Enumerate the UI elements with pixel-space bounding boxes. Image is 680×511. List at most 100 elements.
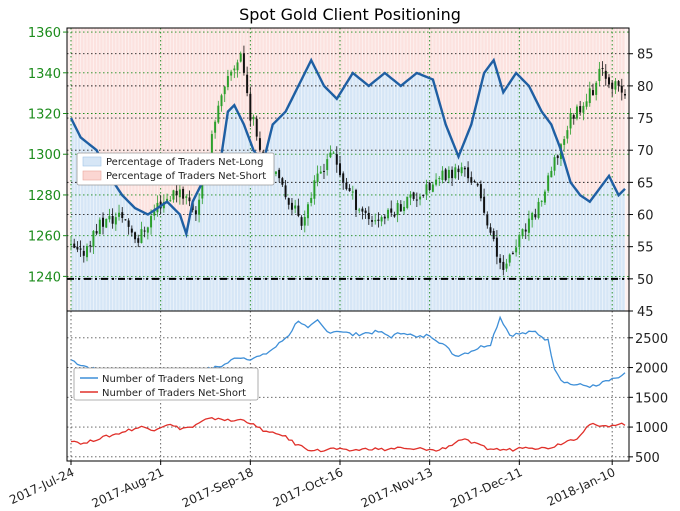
date-tick-label: 2017-Nov-13 <box>359 465 435 510</box>
candle-body <box>124 219 127 221</box>
candle-body <box>172 190 175 200</box>
candle-body <box>284 185 287 198</box>
candle-body <box>604 70 607 79</box>
candle-body <box>428 182 431 191</box>
candle-body <box>489 227 492 233</box>
pct-tick-label: 55 <box>637 241 654 256</box>
price-tick-label: 1300 <box>28 148 61 163</box>
candle-body <box>201 175 204 199</box>
candle-body <box>188 197 191 202</box>
legend-net-long-label: Percentage of Traders Net-Long <box>106 157 264 168</box>
pct-tick-label: 80 <box>637 80 654 95</box>
candle-body <box>614 81 617 90</box>
candle-body <box>620 85 623 93</box>
pct-tick-label: 70 <box>637 144 654 159</box>
candle-body <box>310 197 313 203</box>
date-tick-label: 2017-Sep-18 <box>180 465 256 510</box>
candle-body <box>425 184 428 195</box>
candle-body <box>73 243 76 248</box>
candle-body <box>92 230 95 247</box>
candle-body <box>143 230 146 232</box>
candle-body <box>470 177 473 183</box>
pct-tick-label: 50 <box>637 273 654 288</box>
count-tick-label: 1000 <box>635 421 668 436</box>
candle-body <box>595 82 598 95</box>
candle-body <box>255 118 258 137</box>
candle-body <box>412 192 415 199</box>
candle-body <box>281 178 284 185</box>
candle-body <box>499 258 502 263</box>
candle-body <box>390 208 393 213</box>
candle-body <box>169 200 172 202</box>
candle-body <box>409 194 412 198</box>
candle-body <box>495 237 498 257</box>
candle-body <box>624 94 626 96</box>
candle-body <box>102 217 105 227</box>
candle-body <box>364 210 367 213</box>
legend-net-short-swatch <box>82 170 102 181</box>
candle-body <box>531 213 534 220</box>
candle-body <box>239 53 242 62</box>
candle-body <box>467 167 470 179</box>
candle-body <box>223 86 226 95</box>
price-tick-label: 1260 <box>28 230 61 245</box>
candle-body <box>137 238 140 243</box>
candle-body <box>572 115 575 119</box>
candle-body <box>185 196 188 198</box>
candle-body <box>230 71 233 76</box>
bottom-grid <box>67 337 629 458</box>
candle-body <box>140 229 143 243</box>
candle-body <box>563 139 566 145</box>
candle-body <box>601 68 604 70</box>
candle-body <box>114 217 117 225</box>
candle-body <box>150 215 153 228</box>
candle-body <box>607 77 610 85</box>
candle-body <box>524 229 527 232</box>
candle-body <box>553 157 556 171</box>
candle-body <box>518 234 521 248</box>
candle-body <box>486 214 489 226</box>
candle-body <box>182 188 185 199</box>
candle-body <box>444 169 447 181</box>
candle-body <box>374 220 377 222</box>
candle-body <box>543 191 546 203</box>
price-tick-label: 1240 <box>28 270 61 285</box>
candle-body <box>505 263 508 269</box>
candle-body <box>479 184 482 199</box>
pct-tick-label: 45 <box>637 305 654 320</box>
candle-body <box>511 252 514 254</box>
candle-body <box>591 90 594 96</box>
count-tick-label: 2000 <box>635 362 668 377</box>
candle-body <box>287 198 290 205</box>
candle-body <box>371 220 374 222</box>
candle-body <box>134 232 137 240</box>
candle-body <box>322 170 325 172</box>
candle-body <box>329 152 332 158</box>
candle-body <box>483 196 486 213</box>
candle-body <box>274 171 277 174</box>
candle-body <box>457 168 460 173</box>
candle-body <box>297 205 300 216</box>
candle-body <box>220 95 223 107</box>
price-tick-label: 1360 <box>28 26 61 41</box>
candle-body <box>348 187 351 191</box>
candle-body <box>146 227 149 233</box>
candle-body <box>278 169 281 179</box>
candle-body <box>98 219 101 235</box>
candle-body <box>579 106 582 113</box>
candle-body <box>294 205 297 209</box>
net-short-count-line <box>70 417 626 453</box>
candle-body <box>70 243 72 245</box>
candle-body <box>441 170 444 180</box>
candle-body <box>258 138 261 150</box>
candle-body <box>611 82 614 89</box>
positioning-fill-group <box>67 28 629 311</box>
date-tick-label: 2017-Aug-21 <box>90 465 166 511</box>
top-legend: Percentage of Traders Net-Long Percentage… <box>76 152 275 186</box>
candle-body <box>588 88 591 104</box>
candle-body <box>527 218 530 233</box>
net-long-percentage-line <box>69 57 626 239</box>
pct-tick-label: 85 <box>637 48 654 63</box>
